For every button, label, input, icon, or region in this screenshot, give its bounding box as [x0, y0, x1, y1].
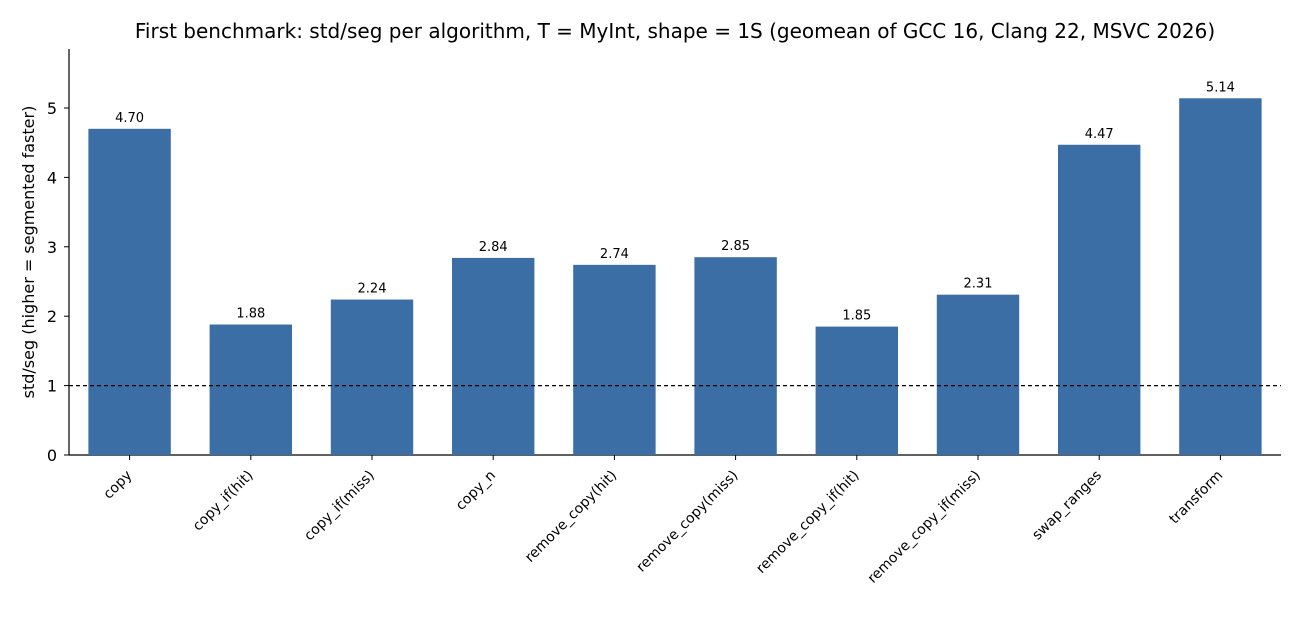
y-tick-label-4: 4 [47, 168, 57, 187]
x-tick-label-1: copy_if(hit) [190, 468, 257, 535]
y-tick-label-0: 0 [47, 446, 57, 465]
bar-0 [88, 128, 171, 456]
bar-4 [573, 264, 656, 455]
bar-3 [451, 257, 535, 455]
x-tick-label-9: transform [1166, 468, 1226, 528]
y-tick-label-5: 5 [47, 99, 57, 118]
y-tick-label-2: 2 [47, 307, 57, 326]
plot-area: 0 1 2 3 4 5 4.70 copy 1.88 copy_if(hit) 2.24 copy_i… [47, 49, 1281, 587]
bar-value-label-5: 2.85 [721, 239, 750, 254]
x-tick-label-7: remove_copy_if(miss) [865, 468, 984, 587]
bar-value-label-3: 2.84 [479, 240, 508, 255]
bar-value-label-2: 2.24 [358, 282, 387, 297]
bar-value-label-4: 2.74 [600, 247, 629, 262]
y-tick-label-1: 1 [47, 377, 57, 396]
bar-9 [1179, 98, 1262, 456]
bar-1 [209, 324, 293, 455]
y-tick-label-3: 3 [47, 238, 57, 257]
bar-value-label-9: 5.14 [1206, 80, 1235, 95]
x-tick-label-5: remove_copy(miss) [633, 468, 741, 576]
x-tick-label-2: copy_if(miss) [301, 468, 378, 545]
bar-value-label-8: 4.47 [1085, 127, 1114, 142]
bar-5 [694, 257, 777, 455]
chart-title: First benchmark: std/seg per algorithm, … [135, 19, 1215, 43]
x-tick-label-3: copy_n [453, 468, 499, 514]
bar-value-label-1: 1.88 [236, 307, 265, 322]
bar-7 [936, 294, 1020, 455]
bar-value-label-0: 4.70 [115, 111, 144, 126]
bar-value-label-7: 2.31 [964, 277, 993, 292]
bar-8 [1057, 144, 1141, 455]
bar-2 [330, 299, 414, 455]
x-tick-label-4: remove_copy(hit) [522, 468, 620, 566]
x-tick-label-6: remove_copy_if(hit) [753, 468, 862, 577]
x-tick-label-8: swap_ranges [1029, 468, 1105, 544]
y-axis-label: std/seg (higher = segmented faster) [19, 106, 38, 399]
bar-value-label-6: 1.85 [842, 309, 871, 324]
x-tick-label-0: copy [100, 468, 135, 503]
bar-6 [815, 326, 899, 455]
